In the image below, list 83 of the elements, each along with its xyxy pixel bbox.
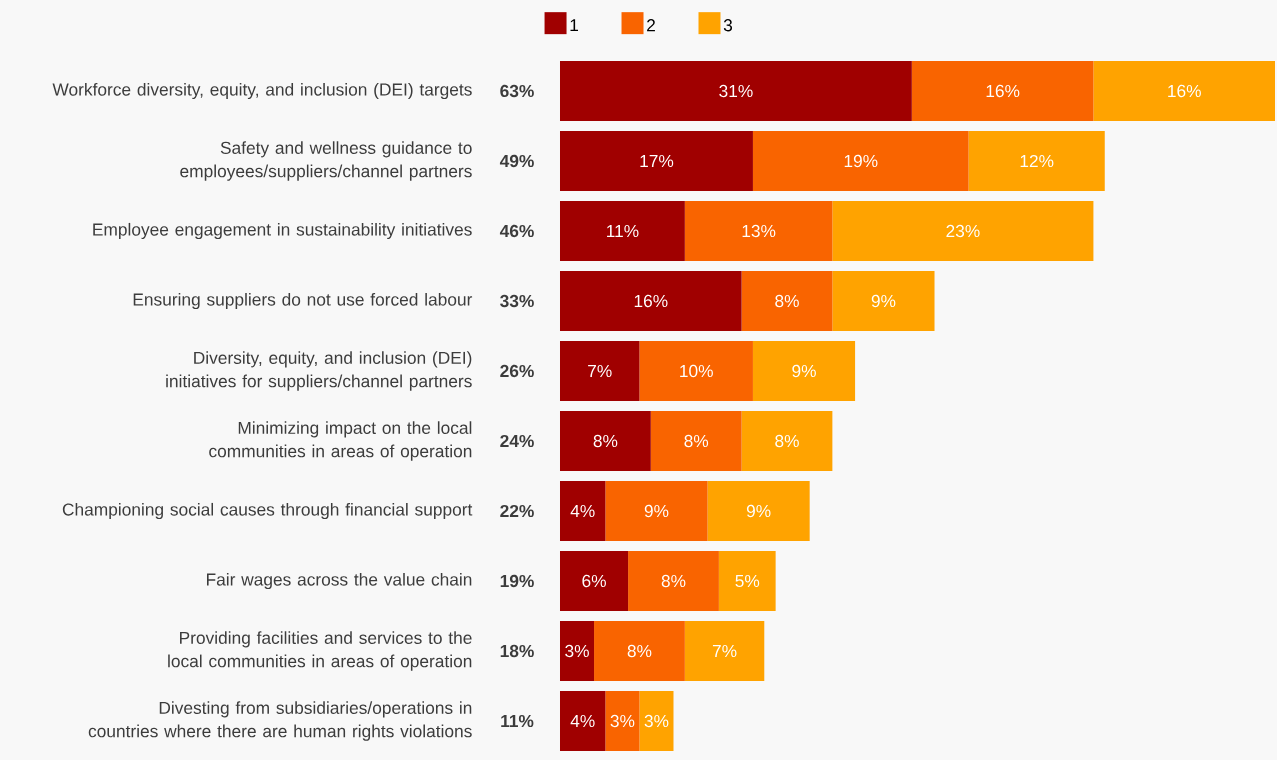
data-label: 5% xyxy=(735,574,760,588)
bar xyxy=(639,341,753,402)
bar xyxy=(560,271,742,332)
total-label: 24% xyxy=(500,434,534,448)
bar xyxy=(741,271,833,332)
data-label: 23% xyxy=(946,224,980,238)
bar xyxy=(752,341,856,402)
data-label: 9% xyxy=(792,364,816,378)
total-label: 18% xyxy=(500,644,534,658)
bar xyxy=(560,201,685,262)
y-tick-label: Safety and wellness guidance to employees/suppliers/channel partners xyxy=(180,141,472,181)
data-label: 8% xyxy=(775,434,799,448)
data-label: 4% xyxy=(570,504,595,518)
bar xyxy=(628,551,719,612)
total-label: 19% xyxy=(500,574,534,588)
bar xyxy=(594,621,685,682)
data-label: 19% xyxy=(844,154,878,168)
legend-label: 3 xyxy=(723,19,733,32)
data-label: 16% xyxy=(986,84,1020,98)
data-label: 6% xyxy=(582,574,606,588)
data-label: 31% xyxy=(719,84,753,98)
total-label: 33% xyxy=(500,294,534,308)
data-label: 8% xyxy=(684,434,709,448)
bar xyxy=(560,411,651,472)
legend-label: 2 xyxy=(647,19,655,32)
bar xyxy=(1093,61,1275,122)
bar xyxy=(707,481,810,542)
bar xyxy=(605,691,640,752)
data-label: 9% xyxy=(746,504,771,518)
bar xyxy=(650,411,742,472)
data-label: 3% xyxy=(644,714,669,728)
data-label: 8% xyxy=(661,574,686,588)
bar xyxy=(684,621,765,682)
bar xyxy=(718,551,776,612)
data-label: 12% xyxy=(1020,154,1054,168)
y-tick-label: Championing social causes through financial support xyxy=(62,502,473,520)
data-label: 8% xyxy=(775,294,799,308)
bar xyxy=(560,621,595,682)
bar xyxy=(752,131,969,192)
data-label: 16% xyxy=(634,294,668,308)
data-label: 3% xyxy=(610,714,635,728)
y-tick-label: Minimizing impact on the local communities in areas of operation xyxy=(209,421,472,461)
data-label: 3% xyxy=(565,644,589,658)
legend-label: 1 xyxy=(570,19,579,32)
data-label: 7% xyxy=(588,364,612,378)
y-tick-label: Ensuring suppliers do not use forced labour xyxy=(133,292,473,310)
y-tick-label: Divesting from subsidiaries/operations in countries where there are human rights violations xyxy=(88,701,472,741)
total-label: 22% xyxy=(500,504,534,518)
bar xyxy=(684,201,833,262)
bar xyxy=(560,481,606,542)
total-label: 63% xyxy=(500,84,534,98)
bar xyxy=(832,201,1094,262)
data-label: 11% xyxy=(607,224,639,238)
data-label: 16% xyxy=(1168,84,1201,98)
data-label: 9% xyxy=(871,294,896,308)
data-label: 8% xyxy=(627,644,652,658)
data-label: 4% xyxy=(570,714,595,728)
data-label: 10% xyxy=(680,364,713,378)
data-label: 8% xyxy=(593,434,618,448)
bar xyxy=(560,341,640,402)
total-label: 46% xyxy=(499,224,534,238)
bar xyxy=(560,691,606,752)
y-tick-label: Workforce diversity, equity, and inclusion (DEI) targets xyxy=(52,82,472,100)
y-tick-label: Fair wages across the value chain xyxy=(207,572,472,590)
y-tick-label: Diversity, equity, and inclusion (DEI) initiatives for suppliers/channel partners xyxy=(166,351,472,391)
bar xyxy=(741,411,833,472)
data-label: 9% xyxy=(644,504,669,518)
bar xyxy=(639,691,674,752)
bar xyxy=(832,271,935,332)
data-label: 7% xyxy=(712,644,737,658)
data-label: 13% xyxy=(742,224,776,238)
y-tick-label: Employee engagement in sustainability initiatives xyxy=(93,222,472,240)
y-tick-label: Providing facilities and services to the local communities in areas of operation xyxy=(168,631,472,671)
bar xyxy=(911,61,1094,122)
bar xyxy=(560,551,629,612)
total-label: 26% xyxy=(500,364,534,378)
bar xyxy=(560,61,912,122)
bar xyxy=(968,131,1105,192)
total-label: 49% xyxy=(499,154,534,168)
total-label: 11% xyxy=(501,714,534,728)
bar xyxy=(560,131,753,192)
data-label: 17% xyxy=(640,154,674,168)
bar xyxy=(605,481,708,542)
